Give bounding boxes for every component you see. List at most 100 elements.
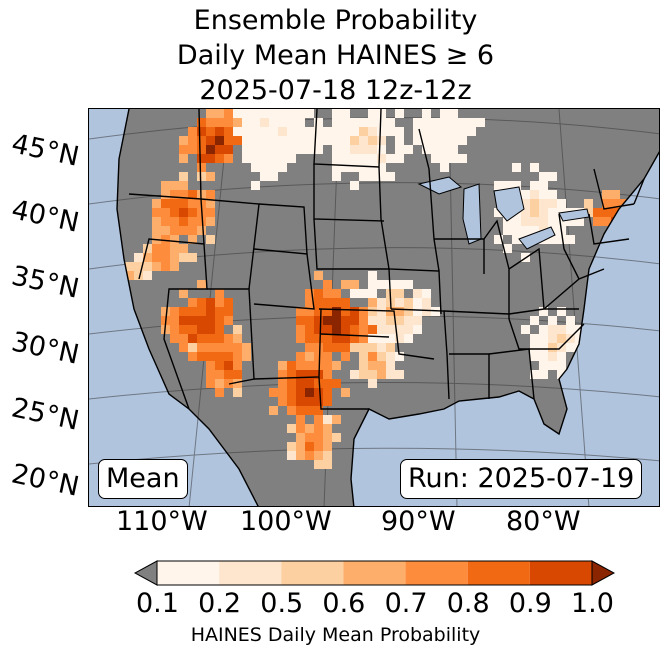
probability-cell xyxy=(350,181,359,190)
probability-cell xyxy=(161,262,170,271)
probability-cell xyxy=(449,154,458,163)
colorbar-tick-label: 1.0 xyxy=(571,588,614,619)
probability-cell xyxy=(197,127,206,136)
probability-cell xyxy=(503,181,512,190)
probability-cell xyxy=(566,343,575,352)
probability-cell xyxy=(368,271,377,280)
probability-cell xyxy=(215,307,224,316)
probability-cell xyxy=(314,307,323,316)
probability-cell xyxy=(314,451,323,460)
probability-cell xyxy=(368,154,377,163)
probability-cell xyxy=(530,181,539,190)
probability-cell xyxy=(395,316,404,325)
probability-cell xyxy=(224,136,233,145)
probability-cell xyxy=(206,307,215,316)
probability-cell xyxy=(188,298,197,307)
probability-cell xyxy=(494,181,503,190)
probability-cell xyxy=(341,298,350,307)
probability-cell xyxy=(305,352,314,361)
probability-cell xyxy=(305,298,314,307)
probability-cell xyxy=(602,217,611,226)
probability-cell xyxy=(395,334,404,343)
probability-cell xyxy=(206,235,215,244)
probability-cell xyxy=(143,244,152,253)
probability-cell xyxy=(359,307,368,316)
probability-cell xyxy=(521,190,530,199)
probability-cell xyxy=(224,145,233,154)
probability-cell xyxy=(251,163,260,172)
probability-cell xyxy=(152,244,161,253)
colorbar-bin xyxy=(219,561,282,585)
probability-cell xyxy=(296,442,305,451)
probability-cell xyxy=(224,361,233,370)
probability-cell xyxy=(404,307,413,316)
probability-cell xyxy=(161,235,170,244)
probability-cell xyxy=(332,325,341,334)
probability-cell xyxy=(332,361,341,370)
probability-cell xyxy=(251,181,260,190)
probability-cell xyxy=(215,343,224,352)
probability-cell xyxy=(602,190,611,199)
probability-cell xyxy=(323,136,332,145)
probability-cell xyxy=(449,118,458,127)
probability-cell xyxy=(557,334,566,343)
probability-cell xyxy=(188,352,197,361)
probability-cell xyxy=(449,109,458,118)
probability-cell xyxy=(188,343,197,352)
probability-cell xyxy=(260,163,269,172)
probability-cell xyxy=(530,226,539,235)
probability-cell xyxy=(404,316,413,325)
probability-cell xyxy=(161,208,170,217)
probability-cell xyxy=(395,280,404,289)
probability-cell xyxy=(575,325,584,334)
probability-cell xyxy=(368,127,377,136)
probability-cell xyxy=(197,280,206,289)
probability-cell xyxy=(521,217,530,226)
probability-cell xyxy=(188,199,197,208)
probability-cell xyxy=(386,361,395,370)
probability-cell xyxy=(197,307,206,316)
probability-cell xyxy=(512,181,521,190)
probability-cell xyxy=(269,118,278,127)
probability-cell xyxy=(278,388,287,397)
probability-cell xyxy=(593,217,602,226)
probability-cell xyxy=(386,127,395,136)
probability-cell xyxy=(530,334,539,343)
probability-cell xyxy=(296,352,305,361)
probability-cell xyxy=(323,370,332,379)
probability-cell xyxy=(368,379,377,388)
probability-cell xyxy=(431,307,440,316)
lon-label-110: 110°W xyxy=(116,506,208,537)
probability-cell xyxy=(323,298,332,307)
probability-cell xyxy=(179,199,188,208)
probability-cell xyxy=(404,145,413,154)
probability-cell xyxy=(539,343,548,352)
probability-cell xyxy=(611,217,620,226)
probability-cell xyxy=(224,154,233,163)
probability-cell xyxy=(197,136,206,145)
probability-cell xyxy=(386,343,395,352)
probability-cell xyxy=(251,145,260,154)
probability-cell xyxy=(206,343,215,352)
probability-cell xyxy=(332,415,341,424)
probability-cell xyxy=(359,370,368,379)
probability-cell xyxy=(539,361,548,370)
probability-cell xyxy=(341,316,350,325)
probability-cell xyxy=(341,163,350,172)
probability-cell xyxy=(503,217,512,226)
probability-cell xyxy=(548,352,557,361)
probability-cell xyxy=(305,397,314,406)
probability-cell xyxy=(512,217,521,226)
probability-cell xyxy=(431,136,440,145)
probability-cell xyxy=(296,388,305,397)
probability-cell xyxy=(233,361,242,370)
probability-cell xyxy=(566,235,575,244)
probability-cell xyxy=(557,352,566,361)
probability-cell xyxy=(206,145,215,154)
colorbar-bin xyxy=(467,561,530,585)
probability-cell xyxy=(296,451,305,460)
probability-cell xyxy=(179,316,188,325)
probability-cell xyxy=(539,334,548,343)
probability-cell xyxy=(170,217,179,226)
title-line-1: Ensemble Probability xyxy=(193,5,478,36)
